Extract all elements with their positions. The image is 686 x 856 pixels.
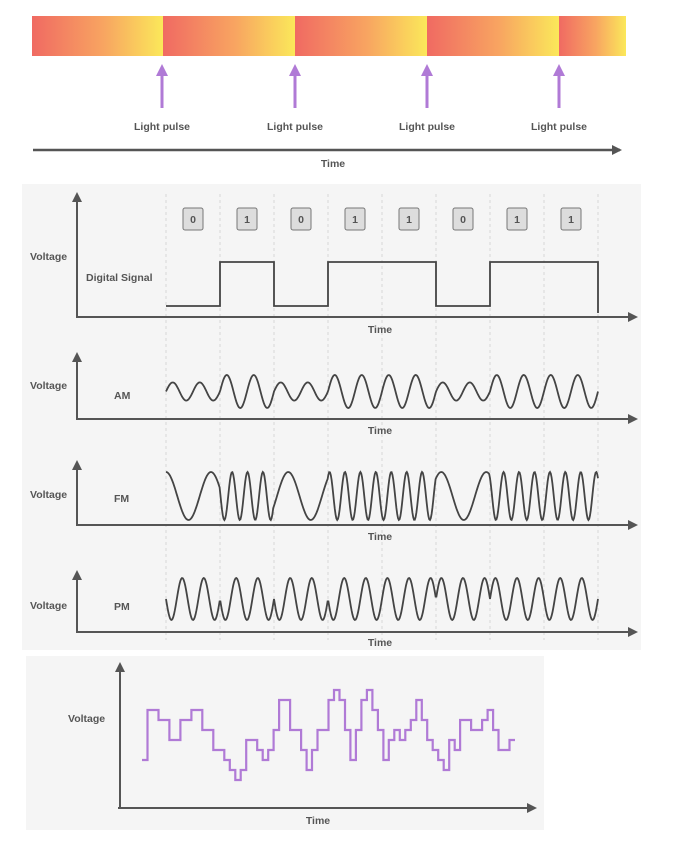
stepped-panel <box>26 656 544 830</box>
row-signal-name: PM <box>114 601 130 613</box>
stepped-signal-line <box>142 688 515 782</box>
pulse-segment <box>32 16 163 56</box>
pulse-arrows: Light pulse Light pulse Light pulse Light p… <box>134 64 587 133</box>
signal-row: Voltage AM Time <box>30 352 638 437</box>
bit-label: 0 <box>460 214 466 226</box>
signal-waveform <box>165 576 599 622</box>
bit-label: 1 <box>514 214 520 226</box>
row-y-label: Voltage <box>30 489 67 501</box>
stepped-signal-chart: Voltage Time <box>68 662 537 827</box>
row-x-label: Time <box>368 425 392 437</box>
bit-label: 0 <box>298 214 304 226</box>
bit-label: 0 <box>190 214 196 226</box>
bit-box <box>344 207 366 231</box>
pulse-segment <box>295 16 427 56</box>
row-y-label: Voltage <box>30 600 67 612</box>
pulse-segment <box>163 16 295 56</box>
bit-box <box>290 207 312 231</box>
signal-row: Voltage PM Time <box>30 570 638 649</box>
time-label: Time <box>321 158 345 170</box>
bit-label: 1 <box>406 214 412 226</box>
row-y-label: Voltage <box>30 380 67 392</box>
pulse-label: Light pulse <box>134 121 190 133</box>
bit-label: 1 <box>244 214 250 226</box>
signal-waveform <box>165 374 599 409</box>
bit-label: 1 <box>352 214 358 226</box>
bit-box <box>506 207 528 231</box>
pulse-label: Light pulse <box>267 121 323 133</box>
bit-box <box>182 207 204 231</box>
pulse-band <box>32 16 626 56</box>
row-signal-name: FM <box>114 493 129 505</box>
bit-box <box>560 207 582 231</box>
signal-waveform <box>165 470 599 522</box>
signal-row: Voltage FM Time <box>30 460 638 543</box>
bit-grid <box>165 194 599 640</box>
row-y-label: Voltage <box>30 251 67 263</box>
stepped-y-label: Voltage <box>68 713 105 725</box>
pulse-label: Light pulse <box>531 121 587 133</box>
row-signal-name: Digital Signal <box>86 272 153 284</box>
bit-label: 1 <box>568 214 574 226</box>
row-x-label: Time <box>368 324 392 336</box>
stepped-x-label: Time <box>306 815 330 827</box>
row-x-label: Time <box>368 531 392 543</box>
signal-row: Voltage Digital Signal Time <box>30 192 638 336</box>
light-pulse-diagram: Light pulse Light pulse Light pulse Light p… <box>32 16 626 170</box>
signal-waveform <box>166 261 599 313</box>
bit-box <box>236 207 258 231</box>
bit-box <box>452 207 474 231</box>
bit-labels: 0 1 0 1 1 0 1 1 <box>182 207 582 231</box>
pulse-label: Light pulse <box>399 121 455 133</box>
pulse-segment <box>427 16 559 56</box>
row-x-label: Time <box>368 637 392 649</box>
bit-box <box>398 207 420 231</box>
row-signal-name: AM <box>114 390 131 402</box>
pulse-segment <box>559 16 626 56</box>
